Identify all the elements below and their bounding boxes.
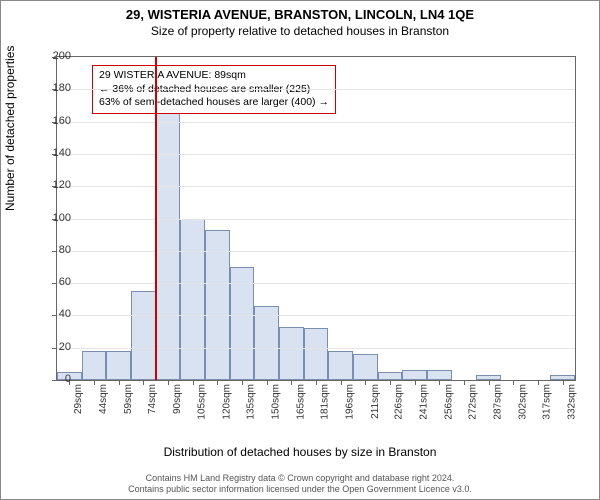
footer-line1: Contains HM Land Registry data © Crown c… [1,473,599,484]
xtick-mark [341,380,342,385]
xtick-label: 135sqm [246,384,257,420]
xtick-label: 302sqm [517,384,528,420]
x-axis-label: Distribution of detached houses by size … [1,445,599,459]
xtick-label: 211sqm [369,384,380,419]
ytick-label: 100 [31,212,71,224]
xtick-label: 272sqm [468,384,479,420]
xtick-mark [513,380,514,385]
xtick-mark [415,380,416,385]
xtick-mark [563,380,564,385]
ytick-label: 80 [31,244,71,256]
histogram-bar [279,327,304,380]
xtick-mark [489,380,490,385]
footer-line2: Contains public sector information licen… [1,484,599,495]
xtick-mark [267,380,268,385]
xtick-mark [94,380,95,385]
xtick-mark [217,380,218,385]
xtick-mark [316,380,317,385]
chart-title-line1: 29, WISTERIA AVENUE, BRANSTON, LINCOLN, … [1,7,599,22]
histogram-bar [254,306,279,380]
xtick-mark [242,380,243,385]
histogram-bar [304,328,329,380]
gridline [57,154,575,155]
ytick-label: 140 [31,147,71,159]
xtick-label: 150sqm [271,384,282,420]
gridline [57,315,575,316]
gridline [57,348,575,349]
gridline [57,251,575,252]
histogram-bar [205,230,230,380]
xtick-label: 74sqm [147,384,158,414]
xtick-label: 196sqm [345,384,356,420]
annotation-line1: 29 WISTERIA AVENUE: 89sqm [99,69,329,83]
xtick-label: 226sqm [394,384,405,420]
histogram-bar [82,351,107,380]
ytick-label: 200 [31,50,71,62]
chart-container: 29, WISTERIA AVENUE, BRANSTON, LINCOLN, … [0,0,600,500]
gridline [57,283,575,284]
xtick-label: 241sqm [419,384,430,420]
xtick-mark [390,380,391,385]
xtick-mark [464,380,465,385]
xtick-mark [365,380,366,385]
histogram-bar [180,219,205,381]
xtick-mark [439,380,440,385]
ytick-label: 0 [31,373,71,385]
xtick-label: 120sqm [221,384,232,420]
ytick-label: 60 [31,276,71,288]
histogram-bar [156,109,181,380]
xtick-label: 165sqm [295,384,306,420]
ytick-label: 120 [31,179,71,191]
gridline [57,186,575,187]
xtick-mark [143,380,144,385]
xtick-label: 90sqm [172,384,183,414]
xtick-label: 287sqm [493,384,504,420]
histogram-bar [353,354,378,380]
histogram-bar [131,291,156,380]
gridline [57,89,575,90]
xtick-label: 59sqm [123,384,134,414]
xtick-label: 105sqm [197,384,208,420]
xtick-label: 317sqm [542,384,553,420]
ytick-label: 40 [31,308,71,320]
histogram-bar [378,372,403,380]
annotation-line3: 63% of semi-detached houses are larger (… [99,96,329,110]
y-axis-label: Number of detached properties [3,46,17,211]
xtick-label: 256sqm [443,384,454,420]
gridline [57,122,575,123]
histogram-bar [106,351,131,380]
ytick-label: 180 [31,82,71,94]
xtick-label: 44sqm [98,384,109,414]
xtick-mark [168,380,169,385]
xtick-mark [193,380,194,385]
footer-attribution: Contains HM Land Registry data © Crown c… [1,473,599,495]
histogram-bar [328,351,353,380]
histogram-bar [427,370,452,380]
xtick-mark [119,380,120,385]
reference-line [155,57,157,380]
xtick-mark [538,380,539,385]
histogram-bar [402,370,427,380]
chart-title-line2: Size of property relative to detached ho… [1,24,599,38]
xtick-mark [291,380,292,385]
xtick-label: 181sqm [320,384,331,420]
plot-area: 29 WISTERIA AVENUE: 89sqm ← 36% of detac… [56,56,576,381]
ytick-label: 160 [31,115,71,127]
xtick-label: 332sqm [567,384,578,420]
ytick-label: 20 [31,341,71,353]
xtick-label: 29sqm [73,384,84,414]
gridline [57,219,575,220]
